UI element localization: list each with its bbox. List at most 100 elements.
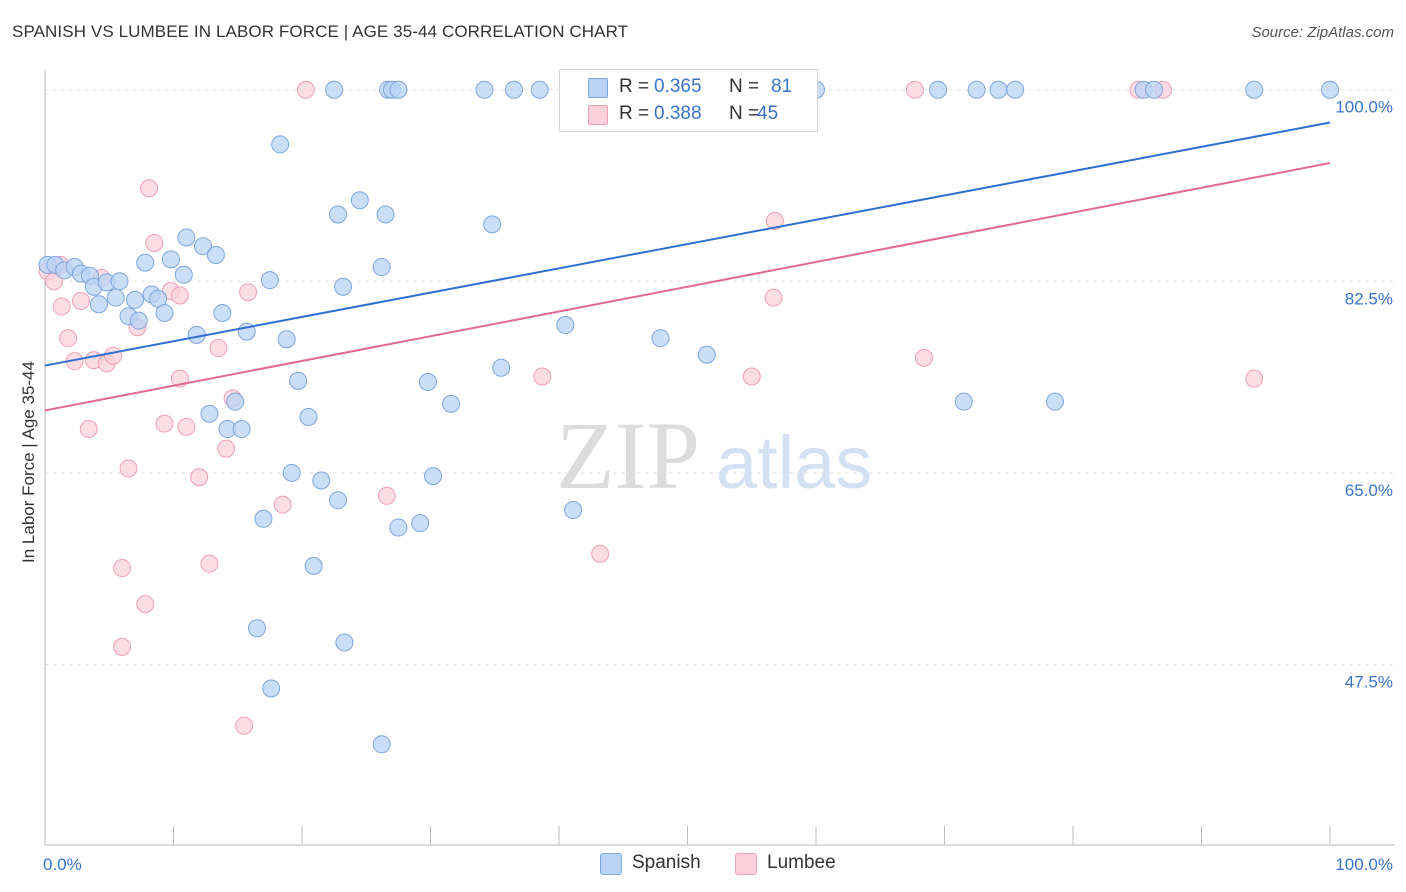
spanish-point — [200, 404, 219, 423]
spanish-point — [483, 215, 502, 234]
lumbee-point — [239, 283, 258, 302]
spanish-point — [334, 277, 353, 296]
legend-swatch-spanish — [600, 853, 622, 875]
y-tick-label: 65.0% — [1345, 481, 1393, 500]
spanish-point — [530, 80, 549, 99]
watermark-zip: ZIP — [556, 402, 700, 509]
spanish-point — [136, 253, 155, 272]
spanish-point — [335, 633, 354, 652]
lumbee-point — [533, 367, 552, 386]
x-tick-label: 0.0% — [43, 855, 82, 874]
lumbee-series — [38, 80, 1264, 735]
spanish-point — [424, 467, 443, 486]
lumbee-point — [1245, 369, 1264, 388]
spanish-point — [492, 358, 511, 377]
legend-label-spanish: Spanish — [632, 852, 701, 873]
spanish-point — [651, 329, 670, 348]
spanish-swatch — [588, 78, 608, 98]
x-tick-label: 100.0% — [1335, 855, 1393, 874]
lumbee-point — [209, 339, 228, 358]
spanish-point — [418, 372, 437, 391]
lumbee-n-label: N = — [729, 103, 760, 124]
spanish-point — [312, 471, 331, 490]
spanish-point — [299, 407, 318, 426]
spanish-point — [376, 205, 395, 224]
spanish-point — [1046, 392, 1065, 411]
lumbee-point — [296, 80, 315, 99]
spanish-trend-line — [44, 121, 1331, 367]
lumbee-n-value: 45 — [757, 103, 779, 124]
spanish-point — [271, 135, 290, 154]
spanish-point — [1006, 80, 1025, 99]
spanish-point — [289, 371, 308, 390]
legend-item-lumbee[interactable]: Lumbee — [735, 851, 845, 877]
spanish-point — [954, 392, 973, 411]
spanish-point — [475, 80, 494, 99]
lumbee-point — [177, 417, 196, 436]
spanish-point — [967, 80, 986, 99]
lumbee-point — [140, 179, 159, 198]
lumbee-point — [765, 212, 784, 231]
spanish-point — [177, 228, 196, 247]
lumbee-point — [155, 414, 174, 433]
chart-title: SPANISH VS LUMBEE IN LABOR FORCE | AGE 3… — [12, 22, 629, 41]
spanish-series — [38, 80, 1339, 754]
spanish-point — [254, 509, 273, 528]
spanish-r-value: 0.365 — [654, 76, 702, 97]
lumbee-point — [145, 233, 164, 252]
spanish-point — [174, 265, 193, 284]
lumbee-point — [136, 595, 155, 614]
source-credit: Source: ZipAtlas.com — [1251, 24, 1394, 41]
lumbee-point — [742, 367, 761, 386]
legend-item-spanish[interactable]: Spanish — [600, 851, 710, 877]
lumbee-point — [170, 286, 189, 305]
legend-swatch-lumbee — [735, 853, 757, 875]
spanish-point — [282, 463, 301, 482]
spanish-point — [194, 237, 213, 256]
spanish-point — [389, 80, 408, 99]
lumbee-point — [764, 288, 783, 307]
spanish-point — [155, 304, 174, 323]
lumbee-point — [71, 291, 90, 310]
spanish-point — [350, 191, 369, 210]
spanish-point — [161, 250, 180, 269]
spanish-point — [564, 501, 583, 520]
spanish-point — [226, 392, 245, 411]
tick-labels: 100.0% 82.5% 65.0% 47.5% 0.0% 100.0% — [43, 98, 1393, 874]
stats-row-spanish: R = 0.365 N = 81 — [560, 74, 817, 100]
spanish-point — [505, 80, 524, 99]
spanish-point — [389, 518, 408, 537]
spanish-point — [106, 288, 125, 307]
spanish-point — [1321, 80, 1339, 99]
watermark-atlas: atlas — [716, 421, 872, 504]
axes — [44, 70, 1395, 846]
lumbee-point — [52, 297, 71, 316]
spanish-point — [110, 272, 129, 291]
y-tick-label: 82.5% — [1345, 289, 1393, 308]
spanish-point — [260, 271, 279, 290]
spanish-point — [232, 420, 251, 439]
spanish-point — [328, 491, 347, 510]
spanish-point — [328, 205, 347, 224]
spanish-point — [372, 735, 391, 754]
spanish-point — [1144, 80, 1163, 99]
spanish-point — [248, 619, 267, 638]
lumbee-r-value: 0.388 — [654, 103, 702, 124]
y-tick-label: 47.5% — [1345, 672, 1393, 691]
spanish-n-label: N = — [729, 76, 760, 97]
spanish-r-label: R = — [619, 76, 650, 97]
spanish-point — [556, 316, 575, 335]
lumbee-point — [273, 495, 292, 514]
spanish-point — [213, 304, 232, 323]
spanish-point — [442, 394, 461, 413]
spanish-point — [325, 80, 344, 99]
lumbee-point — [113, 637, 132, 656]
lumbee-point — [119, 459, 138, 478]
spanish-point — [372, 258, 391, 277]
spanish-point — [206, 245, 225, 264]
spanish-point — [989, 80, 1008, 99]
y-tick-label: 100.0% — [1335, 98, 1393, 117]
lumbee-point — [190, 468, 209, 487]
lumbee-point — [235, 716, 254, 735]
